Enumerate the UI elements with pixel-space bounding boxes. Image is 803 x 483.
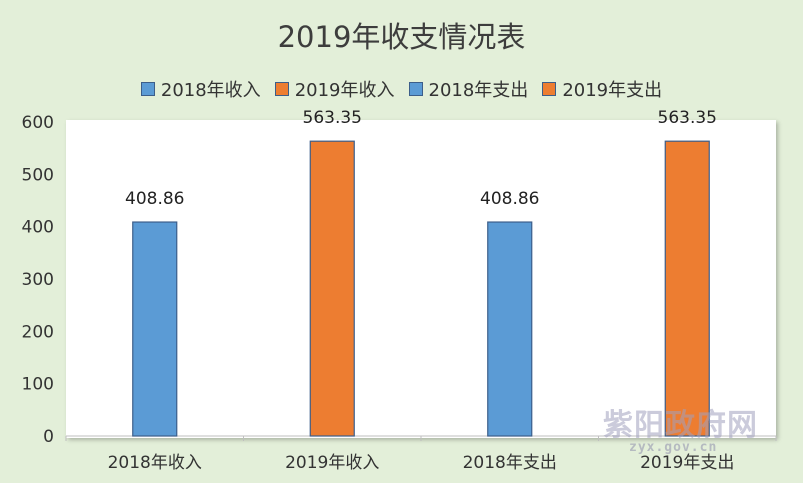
data-label: 563.35 xyxy=(658,108,717,128)
legend-swatch xyxy=(274,82,289,96)
y-tick-label: 100 xyxy=(22,375,54,395)
bar xyxy=(309,140,355,437)
y-tick-label: 300 xyxy=(22,270,54,290)
y-tick-label: 500 xyxy=(22,165,54,185)
legend-swatch xyxy=(542,82,557,96)
y-tick-label: 200 xyxy=(22,322,54,342)
legend-item: 2018年支出 xyxy=(408,76,529,102)
chart-title: 2019年收支情况表 xyxy=(277,20,526,54)
data-label: 408.86 xyxy=(125,189,184,209)
legend-label: 2018年收入 xyxy=(160,80,261,101)
legend-label: 2019年支出 xyxy=(562,80,663,101)
legend-label: 2019年收入 xyxy=(294,80,395,101)
y-tick-label: 0 xyxy=(43,427,54,447)
bar xyxy=(664,140,710,437)
plot-area xyxy=(66,120,776,438)
legend-swatch xyxy=(408,82,423,96)
watermark-sub: zyx.gov.cn xyxy=(629,440,718,455)
data-label: 408.86 xyxy=(480,189,539,209)
legend-swatch xyxy=(140,82,155,96)
legend-label: 2018年支出 xyxy=(428,80,529,101)
bar xyxy=(132,221,178,437)
watermark: 紫阳政府网 zyx.gov.cn xyxy=(603,400,803,470)
x-tick-label: 2018年收入 xyxy=(108,453,202,473)
y-tick-label: 600 xyxy=(22,113,54,133)
legend-item: 2018年收入 xyxy=(140,76,261,102)
watermark-main: 紫阳政府网 xyxy=(603,408,758,443)
legend: 2018年收入 2019年收入 2018年支出 2019年支出 xyxy=(0,76,803,102)
x-tick-label: 2019年收入 xyxy=(285,453,379,473)
legend-item: 2019年收入 xyxy=(274,76,395,102)
data-label: 563.35 xyxy=(303,108,362,128)
x-tick-label: 2018年支出 xyxy=(463,453,557,473)
y-tick-label: 400 xyxy=(22,218,54,238)
x-tick-label: 2019年支出 xyxy=(640,453,734,473)
legend-item: 2019年支出 xyxy=(542,76,662,102)
bar xyxy=(487,221,533,437)
